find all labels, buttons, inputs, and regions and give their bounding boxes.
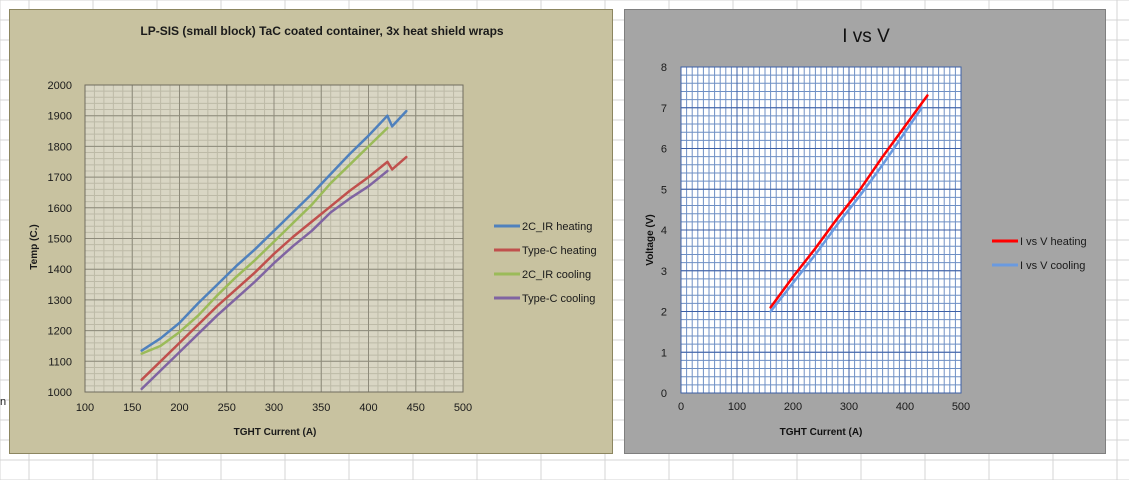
x-tick-label-3: 300: [840, 401, 858, 413]
y-axis-label: Voltage (V): [645, 214, 656, 265]
series-line-2: [140, 126, 389, 355]
plot-frame: [680, 66, 962, 394]
series-line-3: [140, 169, 389, 391]
x-tick-label-1: 100: [728, 401, 746, 413]
legend: 2C_IR heating Type-C heating 2C_IR cooling…: [494, 221, 597, 305]
series-line-1: [769, 106, 924, 313]
y-tick-label-10: 2000: [48, 80, 72, 92]
y-tick-label-6: 6: [661, 144, 667, 156]
x-tick-label-5: 350: [312, 402, 330, 414]
y-tick-label-8: 8: [661, 62, 667, 74]
x-axis-label: TGHT Current (A): [234, 427, 317, 438]
x-tick-label-8: 500: [454, 402, 472, 414]
x-tick-label-0: 0: [678, 401, 684, 413]
chart-title: I vs V: [842, 26, 890, 47]
y-tick-label-0: 0: [661, 388, 667, 400]
voltage-chart: 0 100 200 300 400 500 0 1 2 3 4 5 6 7 8 I vs V heating…: [645, 26, 1087, 438]
series-line-0: [769, 94, 929, 309]
y-tick-label-5: 1500: [48, 234, 72, 246]
y-tick-label-4: 1400: [48, 264, 72, 276]
plot-frame: [84, 84, 464, 393]
y-tick-label-2: 2: [661, 307, 667, 319]
x-tick-label-2: 200: [170, 402, 188, 414]
tick-labels: 100 150 200 250 300 350 400 450 500 1000 1100 1200 1…: [48, 80, 473, 414]
y-tick-label-7: 7: [661, 103, 667, 115]
y-tick-label-1: 1100: [48, 356, 72, 368]
y-tick-label-7: 1700: [48, 172, 72, 184]
series-lines: [140, 109, 408, 391]
y-tick-label-6: 1600: [48, 203, 72, 215]
x-tick-label-1: 150: [123, 402, 141, 414]
y-tick-label-8: 1800: [48, 141, 72, 153]
x-tick-label-4: 400: [896, 401, 914, 413]
cell-text-fragment: n: [0, 396, 7, 408]
legend-label-2: 2C_IR cooling: [522, 269, 591, 281]
x-tick-label-2: 200: [784, 401, 802, 413]
y-tick-label-4: 4: [661, 225, 667, 237]
y-tick-label-3: 1300: [48, 295, 72, 307]
y-tick-label-0: 1000: [48, 387, 72, 399]
legend-label-1: Type-C heating: [522, 245, 597, 257]
y-tick-label-2: 1200: [48, 326, 72, 338]
temperature-chart: 100 150 200 250 300 350 400 450 500 1000 1100 1200 1…: [29, 24, 597, 438]
y-tick-label-3: 3: [661, 266, 667, 278]
legend-label-0: 2C_IR heating: [522, 221, 592, 233]
x-tick-label-4: 300: [265, 402, 283, 414]
x-axis-label: TGHT Current (A): [780, 427, 863, 438]
series-lines: [769, 94, 929, 313]
tick-labels: 0 100 200 300 400 500 0 1 2 3 4 5 6 7 8: [661, 62, 970, 413]
y-tick-label-9: 1900: [48, 111, 72, 123]
x-tick-label-3: 250: [218, 402, 236, 414]
x-tick-label-5: 500: [952, 401, 970, 413]
legend: I vs V heating I vs V cooling: [992, 236, 1087, 272]
voltage-chart-panel[interactable]: 0 100 200 300 400 500 0 1 2 3 4 5 6 7 8 I vs V heating…: [624, 9, 1106, 454]
legend-label-3: Type-C cooling: [522, 293, 595, 305]
y-tick-label-1: 1: [661, 347, 667, 359]
x-tick-label-7: 450: [407, 402, 425, 414]
series-line-1: [140, 155, 408, 381]
temperature-chart-panel[interactable]: 100 150 200 250 300 350 400 450 500 1000 1100 1200 1…: [9, 9, 613, 454]
series-line-0: [140, 109, 408, 352]
legend-label-0: I vs V heating: [1020, 236, 1087, 248]
legend-label-1: I vs V cooling: [1020, 260, 1085, 272]
y-axis-label: Temp (C.): [29, 224, 40, 269]
x-tick-label-6: 400: [359, 402, 377, 414]
y-tick-label-5: 5: [661, 184, 667, 196]
x-tick-label-0: 100: [76, 402, 94, 414]
chart-title: LP-SIS (small block) TaC coated containe…: [140, 24, 504, 38]
